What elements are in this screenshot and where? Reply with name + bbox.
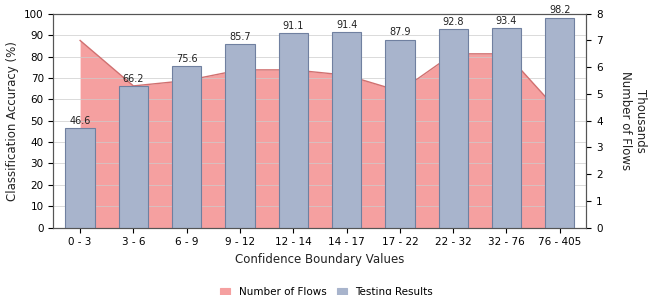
Legend: Number of Flows, Testing Results: Number of Flows, Testing Results <box>215 283 438 295</box>
Y-axis label: Thousands
Number of Flows: Thousands Number of Flows <box>620 71 647 170</box>
Text: 66.2: 66.2 <box>123 74 144 84</box>
Text: 75.6: 75.6 <box>176 54 197 64</box>
Text: 98.2: 98.2 <box>549 5 571 15</box>
Y-axis label: Classification Accuracy (%): Classification Accuracy (%) <box>6 41 18 201</box>
Bar <box>279 33 308 227</box>
Bar <box>492 28 521 227</box>
Text: 92.8: 92.8 <box>443 17 464 27</box>
Text: 93.4: 93.4 <box>496 16 517 26</box>
Bar <box>385 40 415 227</box>
Bar <box>172 66 201 227</box>
Bar <box>119 86 148 227</box>
Text: 85.7: 85.7 <box>229 32 251 42</box>
Bar <box>65 128 95 227</box>
Bar <box>439 29 468 227</box>
Bar <box>545 18 575 227</box>
Text: 87.9: 87.9 <box>389 27 411 37</box>
Text: 91.1: 91.1 <box>283 21 304 31</box>
Bar <box>225 44 255 227</box>
Text: 46.6: 46.6 <box>69 116 91 126</box>
Text: 91.4: 91.4 <box>336 20 357 30</box>
X-axis label: Confidence Boundary Values: Confidence Boundary Values <box>235 253 405 266</box>
Bar <box>332 32 361 227</box>
